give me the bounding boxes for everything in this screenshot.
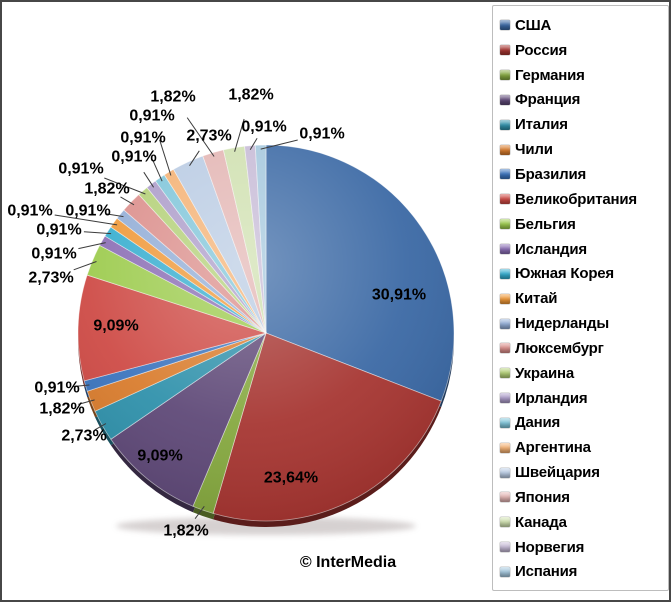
- legend-item[interactable]: Италия: [500, 112, 668, 137]
- legend-swatch-icon: [500, 269, 510, 279]
- pie-slice-label: 9,09%: [137, 448, 182, 465]
- legend-swatch-icon: [500, 145, 510, 155]
- legend-item[interactable]: Дания: [500, 411, 668, 436]
- legend-swatch-icon: [500, 368, 510, 378]
- legend-label: Великобритания: [515, 191, 637, 208]
- legend-swatch-icon: [500, 194, 510, 204]
- pie-slice-label: 1,82%: [163, 523, 208, 540]
- pie-slice-label: 2,73%: [61, 428, 106, 445]
- pie-slice-label: 0,91%: [36, 222, 81, 239]
- pie-slice-label: 0,91%: [34, 380, 79, 397]
- pie-slice-label: 0,91%: [299, 126, 344, 143]
- pie-slice-label: 23,64%: [264, 470, 318, 487]
- legend-swatch-icon: [500, 517, 510, 527]
- legend-label: Украина: [515, 365, 574, 382]
- legend-swatch-icon: [500, 169, 510, 179]
- legend-swatch-icon: [500, 219, 510, 229]
- pie-slice-label: 2,73%: [186, 128, 231, 145]
- pie-slice-label: 9,09%: [93, 318, 138, 335]
- legend-item[interactable]: Китай: [500, 286, 668, 311]
- legend-item[interactable]: Великобритания: [500, 187, 668, 212]
- legend-swatch-icon: [500, 319, 510, 329]
- legend-label: Люксембург: [515, 340, 604, 357]
- legend-label: Аргентина: [515, 439, 591, 456]
- legend-swatch-icon: [500, 418, 510, 428]
- pie-slice-label: 1,82%: [150, 89, 195, 106]
- legend-item[interactable]: Швейцария: [500, 460, 668, 485]
- legend-item[interactable]: Бельгия: [500, 212, 668, 237]
- legend-item[interactable]: Люксембург: [500, 336, 668, 361]
- legend-swatch-icon: [500, 567, 510, 577]
- legend-swatch-icon: [500, 294, 510, 304]
- legend-item[interactable]: Россия: [500, 38, 668, 63]
- legend-label: Чили: [515, 141, 553, 158]
- legend-item[interactable]: Ирландия: [500, 386, 668, 411]
- legend-item[interactable]: США: [500, 13, 668, 38]
- legend-label: Россия: [515, 42, 567, 59]
- legend-item[interactable]: Исландия: [500, 237, 668, 262]
- legend-item[interactable]: Испания: [500, 560, 668, 585]
- pie-slice-label: 1,82%: [84, 181, 129, 198]
- legend-swatch-icon: [500, 70, 510, 80]
- pie-slice-label: 0,91%: [31, 246, 76, 263]
- legend-swatch-icon: [500, 95, 510, 105]
- legend-label: Нидерланды: [515, 315, 609, 332]
- legend-item[interactable]: Канада: [500, 510, 668, 535]
- legend-item[interactable]: Украина: [500, 361, 668, 386]
- pie-chart: 30,91% 23,64% 1,82% 9,09% 2,73% 1,82% 0,91% 9,0…: [0, 0, 490, 602]
- legend-swatch-icon: [500, 468, 510, 478]
- legend-swatch-icon: [500, 20, 510, 30]
- legend-item[interactable]: Франция: [500, 88, 668, 113]
- legend-item[interactable]: Аргентина: [500, 435, 668, 460]
- pie-slice-label: 1,82%: [228, 87, 273, 104]
- legend-label: Бельгия: [515, 216, 576, 233]
- legend-swatch-icon: [500, 244, 510, 254]
- pie-slice-label: 0,91%: [65, 203, 110, 220]
- pie-slice-label: 0,91%: [241, 119, 286, 136]
- legend-label: Германия: [515, 67, 585, 84]
- legend-label: США: [515, 17, 551, 34]
- pie-slice-label: 1,82%: [39, 401, 84, 418]
- legend-label: Швейцария: [515, 464, 600, 481]
- legend-label: Китай: [515, 290, 557, 307]
- legend-label: Южная Корея: [515, 265, 614, 282]
- legend-label: Норвегия: [515, 539, 584, 556]
- legend-label: Ирландия: [515, 390, 587, 407]
- legend-item[interactable]: Чили: [500, 137, 668, 162]
- legend-item[interactable]: Германия: [500, 63, 668, 88]
- legend-item[interactable]: Япония: [500, 485, 668, 510]
- legend-label: Дания: [515, 414, 560, 431]
- pie-slice-label: 0,91%: [129, 108, 174, 125]
- legend-swatch-icon: [500, 542, 510, 552]
- chart-image: 30,91% 23,64% 1,82% 9,09% 2,73% 1,82% 0,91% 9,0…: [0, 0, 671, 602]
- legend-label: Испания: [515, 563, 577, 580]
- legend-swatch-icon: [500, 45, 510, 55]
- legend-swatch-icon: [500, 492, 510, 502]
- pie-slice-label: 0,91%: [111, 149, 156, 166]
- legend-swatch-icon: [500, 120, 510, 130]
- legend-item[interactable]: Норвегия: [500, 535, 668, 560]
- legend-label: Канада: [515, 514, 567, 531]
- pie-slice-label: 2,73%: [28, 270, 73, 287]
- pie-slice-label: 0,91%: [58, 161, 103, 178]
- legend-swatch-icon: [500, 393, 510, 403]
- legend-label: Франция: [515, 91, 580, 108]
- legend: США Россия Германия Франция Италия Чили Бразил…: [492, 5, 669, 591]
- pie-slice-label: 0,91%: [120, 130, 165, 147]
- legend-swatch-icon: [500, 343, 510, 353]
- legend-label: Исландия: [515, 241, 587, 258]
- legend-swatch-icon: [500, 443, 510, 453]
- legend-item[interactable]: Южная Корея: [500, 261, 668, 286]
- legend-label: Япония: [515, 489, 570, 506]
- legend-label: Италия: [515, 116, 568, 133]
- pie-slice-label: 30,91%: [372, 287, 426, 304]
- pie-slice-label: 0,91%: [7, 203, 52, 220]
- legend-label: Бразилия: [515, 166, 586, 183]
- legend-item[interactable]: Бразилия: [500, 162, 668, 187]
- copyright-text: © InterMedia: [243, 554, 453, 572]
- legend-item[interactable]: Нидерланды: [500, 311, 668, 336]
